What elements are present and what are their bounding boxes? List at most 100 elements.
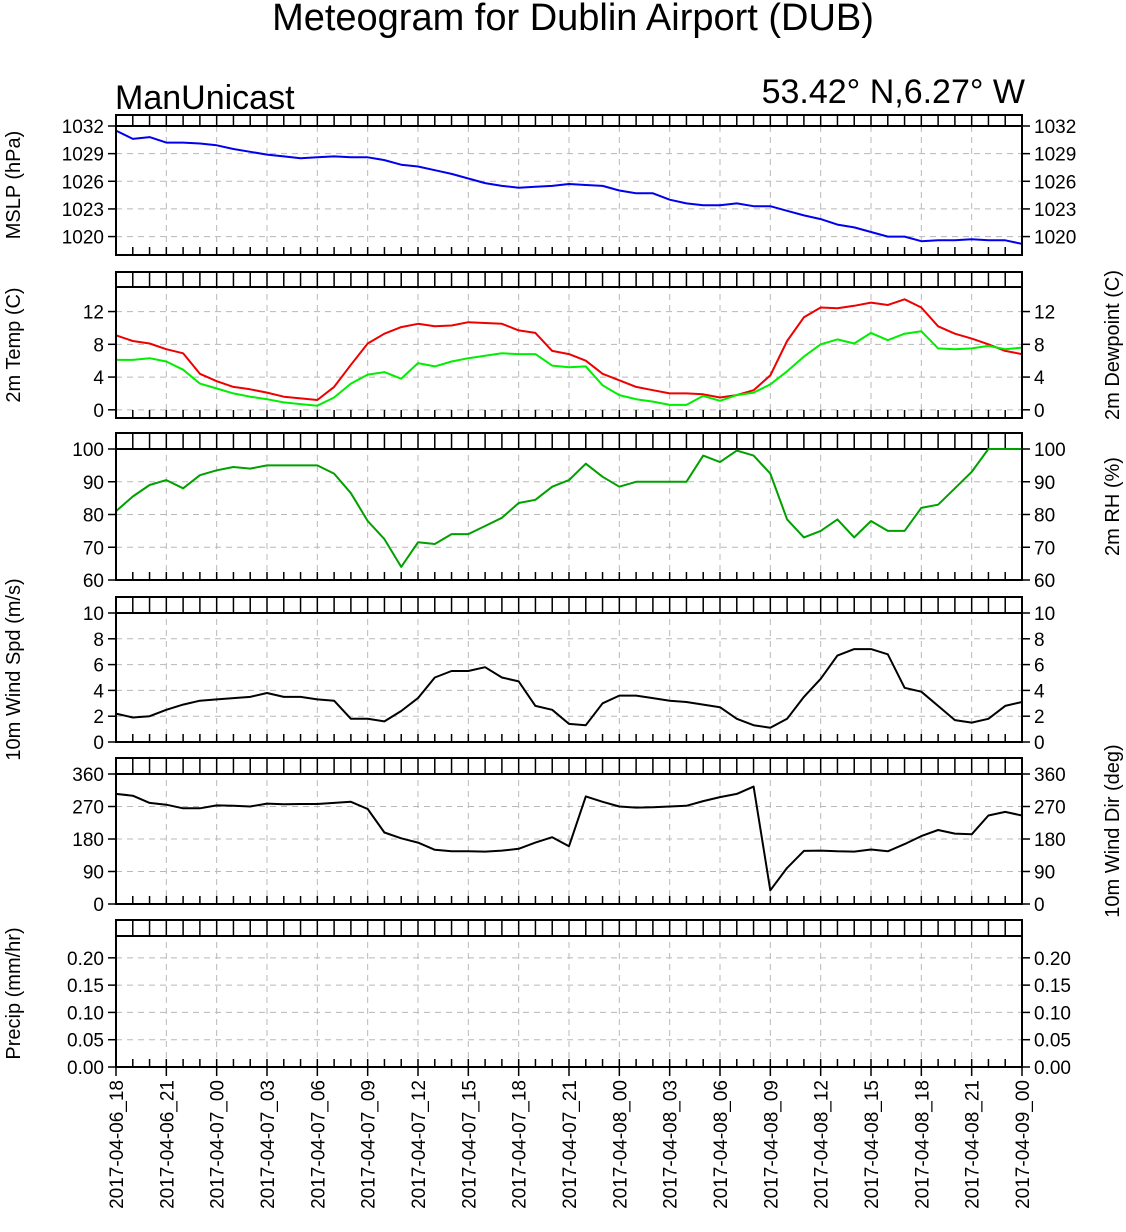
- panel-frame: [115, 432, 1023, 581]
- y-tick-label-left: 100: [72, 440, 104, 461]
- x-tick-label: 2017-04-08_09: [761, 1080, 782, 1209]
- model-label: ManUnicast: [115, 79, 295, 117]
- y-tick-label-left: 1026: [62, 172, 104, 193]
- y-tick-label-left: 0.10: [67, 1003, 104, 1024]
- x-tick-label: 2017-04-07_00: [208, 1080, 229, 1209]
- y-tick-label-left: 0.15: [67, 976, 104, 997]
- panel-frame: [115, 596, 1023, 743]
- y-tick-label-left: 0.00: [67, 1058, 104, 1079]
- x-tick-label: 2017-04-07_06: [308, 1080, 329, 1209]
- y-tick-label-right: 60: [1034, 571, 1055, 592]
- y-tick-label-right: 0.05: [1034, 1031, 1071, 1052]
- y-tick-label-right: 1023: [1034, 200, 1076, 221]
- x-tick-label: 2017-04-08_21: [963, 1080, 984, 1209]
- y-tick-label-left: 1029: [62, 145, 104, 166]
- y-tick-label-right: 4: [1034, 368, 1045, 389]
- y-tick-label-left: 1032: [62, 117, 104, 138]
- x-tick-label: 2017-04-07_12: [409, 1080, 430, 1209]
- y-tick-label-left: 12: [83, 303, 104, 324]
- panel-frame: [115, 757, 1023, 905]
- panel-5: 0 0 90 90 180 180 270 270 360 360 10m Wind Dir (de…: [72, 744, 1124, 917]
- y-tick-label-left: 10: [83, 604, 104, 625]
- panel-6: 0.00 0.00 0.05 0.05 0.10 0.10 0.15 0.15 0.20 0.20…: [3, 919, 1071, 1079]
- y-tick-label-right: 4: [1034, 681, 1045, 702]
- panel-2: 0 0 4 4 8 8 12 12 2m Temp (C) 2m Dewpoint (C): [3, 270, 1124, 422]
- panel-frame: [115, 271, 1023, 419]
- x-tick-label: 2017-04-08_12: [812, 1080, 833, 1209]
- x-tick-label: 2017-04-08_00: [610, 1080, 631, 1209]
- y-tick-label-left: 0.20: [67, 949, 104, 970]
- y-tick-label-right: 1029: [1034, 145, 1076, 166]
- y-axis-label-right: 2m RH (%): [1102, 457, 1124, 556]
- y-tick-label-right: 90: [1034, 473, 1055, 494]
- panel-1: 1020 1020 1023 1023 1026 1026 1029 1029 1032 1032…: [3, 114, 1076, 256]
- y-tick-label-left: 8: [93, 630, 104, 651]
- location-label: 53.42° N,6.27° W: [762, 73, 1025, 111]
- y-tick-label-right: 360: [1034, 765, 1066, 786]
- y-tick-label-left: 90: [83, 863, 104, 884]
- x-tick-label: 2017-04-08_15: [862, 1080, 883, 1209]
- y-tick-label-left: 1020: [62, 228, 104, 249]
- y-tick-label-left: 2: [93, 707, 104, 728]
- y-tick-label-right: 6: [1034, 656, 1045, 677]
- y-tick-label-right: 1032: [1034, 117, 1076, 138]
- y-tick-label-left: 6: [93, 656, 104, 677]
- y-tick-label-right: 0: [1034, 401, 1045, 422]
- y-axis-label-left: 2m Temp (C): [3, 287, 25, 402]
- y-tick-label-right: 0.20: [1034, 949, 1071, 970]
- x-tick-label: 2017-04-07_15: [459, 1080, 480, 1209]
- series-line-2-2: [116, 330, 1023, 407]
- y-tick-label-left: 60: [83, 571, 104, 592]
- x-tick-label: 2017-04-07_21: [560, 1080, 581, 1209]
- y-tick-label-left: 0: [93, 733, 104, 754]
- x-tick-label: 2017-04-07_09: [359, 1080, 380, 1209]
- y-tick-label-right: 90: [1034, 863, 1055, 884]
- x-tick-label: 2017-04-08_06: [711, 1080, 732, 1209]
- y-tick-label-left: 4: [93, 681, 104, 702]
- y-tick-label-left: 360: [72, 765, 104, 786]
- x-tick-label: 2017-04-08_03: [661, 1080, 682, 1209]
- x-tick-label: 2017-04-07_18: [510, 1080, 531, 1209]
- y-tick-label-right: 12: [1034, 303, 1055, 324]
- y-tick-label-right: 1020: [1034, 228, 1076, 249]
- y-tick-label-right: 270: [1034, 798, 1066, 819]
- y-tick-label-right: 0: [1034, 733, 1045, 754]
- x-tick-label: 2017-04-09_00: [1013, 1080, 1034, 1209]
- y-tick-label-right: 80: [1034, 506, 1055, 527]
- y-axis-label-right: 10m Wind Dir (deg): [1102, 744, 1124, 917]
- x-tick-label: 2017-04-07_03: [258, 1080, 279, 1209]
- y-tick-label-left: 0: [93, 401, 104, 422]
- y-tick-label-right: 0.15: [1034, 976, 1071, 997]
- x-tick-label: 2017-04-06_21: [157, 1080, 178, 1209]
- y-tick-label-right: 2: [1034, 707, 1045, 728]
- y-tick-label-right: 8: [1034, 335, 1045, 356]
- series-line-1-1: [115, 129, 1023, 245]
- y-tick-label-right: 70: [1034, 538, 1055, 559]
- panel-3: 60 60 70 70 80 80 90 90 100 100 2m RH (%): [72, 432, 1124, 592]
- series-line-4-1: [115, 648, 1023, 729]
- series-line-2-1: [115, 298, 1023, 401]
- y-axis-label-left: Precip (mm/hr): [3, 927, 25, 1059]
- y-tick-label-right: 0.10: [1034, 1003, 1071, 1024]
- y-axis-label-left: 10m Wind Spd (m/s): [3, 578, 25, 760]
- y-tick-label-right: 0: [1034, 895, 1045, 916]
- y-tick-label-right: 180: [1034, 830, 1066, 851]
- y-tick-label-left: 270: [72, 798, 104, 819]
- y-tick-label-right: 10: [1034, 604, 1055, 625]
- y-tick-label-left: 0: [93, 895, 104, 916]
- y-tick-label-left: 0.05: [67, 1031, 104, 1052]
- y-axis-label-right: 2m Dewpoint (C): [1102, 270, 1124, 420]
- y-tick-label-left: 80: [83, 506, 104, 527]
- y-tick-label-right: 1026: [1034, 172, 1076, 193]
- y-tick-label-left: 70: [83, 538, 104, 559]
- chart-title: Meteogram for Dublin Airport (DUB): [272, 0, 874, 39]
- series-line-5-1: [115, 785, 1023, 892]
- x-tick-label: 2017-04-08_18: [912, 1080, 933, 1209]
- series-line-3-1: [115, 448, 1022, 568]
- panel-4: 0 0 2 2 4 4 6 6 8 8 10 10 10m Wind Spd (m/s): [3, 578, 1055, 760]
- y-tick-label-left: 180: [72, 830, 104, 851]
- y-tick-label-left: 90: [83, 473, 104, 494]
- y-axis-label-left: MSLP (hPa): [3, 131, 25, 240]
- y-tick-label-left: 8: [93, 335, 104, 356]
